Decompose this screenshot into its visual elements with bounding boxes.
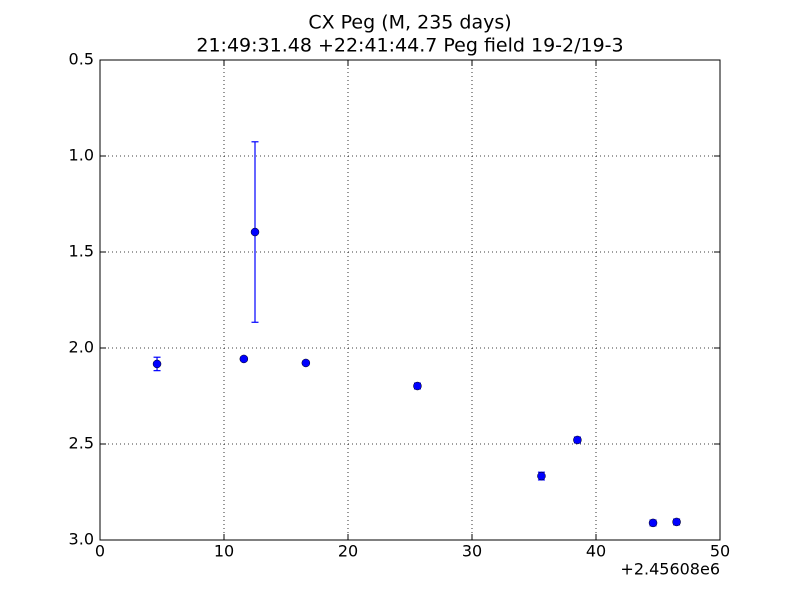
point xyxy=(250,227,260,237)
y-tick-label: 3.0 xyxy=(69,530,94,549)
point xyxy=(672,517,681,527)
point xyxy=(648,518,658,528)
chart-subtitle: 21:49:31.48 +22:41:44.7 Peg field 19-2/1… xyxy=(196,35,623,57)
y-tick-label: 1.0 xyxy=(69,146,94,165)
y-tick-label: 0.5 xyxy=(69,50,94,69)
x-tick-label: 20 xyxy=(338,542,358,561)
x-tick-label: 0 xyxy=(95,542,105,561)
point xyxy=(413,381,422,391)
plot-frame xyxy=(99,59,721,541)
x-tick-label: 30 xyxy=(462,542,482,561)
point xyxy=(537,471,546,481)
x-tick-label: 50 xyxy=(710,542,730,561)
point xyxy=(573,435,582,445)
x-offset-label: +2.45608e6 xyxy=(620,560,720,579)
point xyxy=(301,358,311,368)
chart-title: CX Peg (M, 235 days) xyxy=(308,12,511,34)
x-tick-label: 10 xyxy=(214,542,234,561)
y-tick-label: 2.0 xyxy=(69,338,94,357)
y-tick-label: 2.5 xyxy=(69,434,94,453)
x-tick-label: 40 xyxy=(586,542,606,561)
point xyxy=(239,354,249,364)
point xyxy=(152,359,162,369)
y-tick-label: 1.5 xyxy=(69,242,94,261)
